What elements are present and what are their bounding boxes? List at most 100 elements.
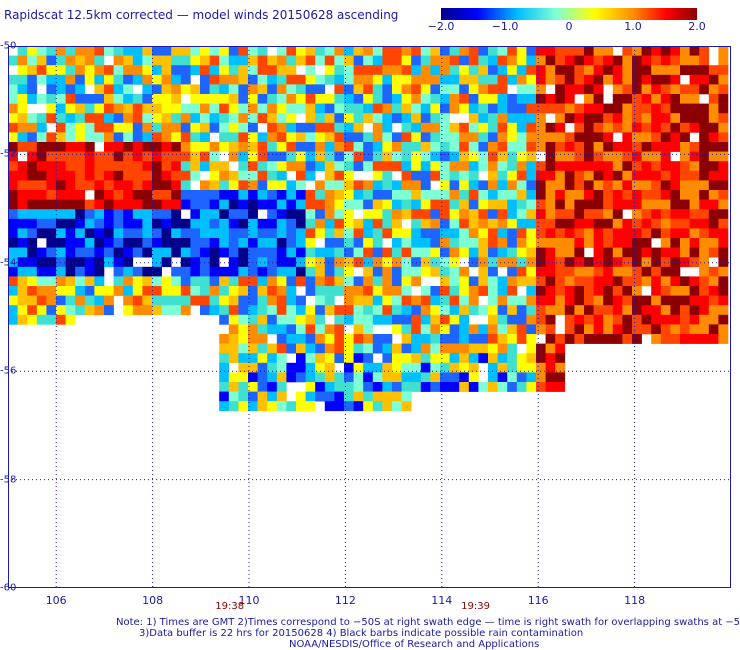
data-cell (593, 170, 604, 181)
data-cell (123, 276, 134, 287)
data-cell (305, 142, 316, 152)
data-cell (65, 199, 76, 210)
data-cell (718, 314, 729, 325)
data-cell (267, 372, 278, 383)
data-cell (228, 209, 239, 220)
data-cell (132, 276, 143, 287)
data-cell (113, 180, 124, 191)
data-cell (478, 286, 489, 296)
data-cell (622, 94, 633, 104)
data-cell (228, 266, 239, 277)
data-cell (17, 180, 28, 191)
data-cell (324, 94, 335, 104)
data-cell (238, 372, 249, 383)
data-cell (651, 199, 662, 210)
data-cell (622, 247, 633, 258)
data-cell (190, 103, 201, 114)
data-cell (305, 334, 316, 344)
data-cell (660, 151, 671, 162)
data-cell (257, 391, 268, 402)
data-cell (324, 247, 335, 258)
data-cell (449, 382, 460, 392)
data-cell (401, 142, 412, 152)
data-cell (478, 305, 489, 316)
data-cell (17, 295, 28, 306)
data-cell (286, 74, 297, 85)
data-cell (209, 228, 220, 239)
data-cell (593, 266, 604, 277)
data-cell (392, 391, 402, 402)
data-cell (430, 113, 441, 124)
data-cell (401, 362, 412, 373)
data-cell (440, 324, 450, 335)
data-cell (516, 362, 527, 373)
data-cell (104, 84, 114, 95)
data-cell (113, 257, 124, 268)
data-cell (497, 218, 508, 229)
data-cell (305, 94, 316, 104)
data-cell (248, 276, 258, 287)
data-cell (228, 151, 239, 162)
data-cell (612, 266, 623, 277)
data-cell (324, 218, 335, 229)
data-cell (718, 65, 729, 76)
data-cell (622, 113, 633, 124)
data-cell (401, 286, 412, 296)
data-cell (123, 122, 134, 133)
data-cell (680, 132, 690, 143)
data-cell (286, 65, 297, 76)
data-cell (372, 228, 383, 239)
data-cell (27, 84, 38, 95)
data-cell (65, 84, 76, 95)
data-cell (689, 257, 700, 268)
data-cell (641, 84, 652, 95)
data-cell (190, 276, 201, 287)
data-cell (651, 180, 662, 191)
data-cell (593, 142, 604, 152)
data-cell (584, 238, 594, 248)
data-cell (286, 142, 297, 152)
data-cell (27, 257, 38, 268)
data-cell (132, 55, 143, 66)
data-cell (75, 199, 86, 210)
data-cell (84, 238, 95, 248)
data-cell (564, 266, 575, 277)
data-cell (75, 276, 86, 287)
data-cell (564, 247, 575, 258)
data-cell (488, 295, 498, 306)
data-cell (536, 55, 546, 66)
data-cell (382, 382, 393, 392)
data-cell (56, 65, 66, 76)
data-cell (267, 401, 278, 412)
data-cell (248, 190, 258, 200)
data-cell (708, 334, 719, 344)
data-cell (238, 238, 249, 248)
data-cell (718, 324, 729, 335)
data-cell (353, 46, 364, 56)
data-cell (8, 305, 18, 316)
data-cell (497, 324, 508, 335)
data-cell (574, 314, 585, 325)
data-cell (363, 113, 374, 124)
data-cell (344, 247, 354, 258)
data-cell (353, 161, 364, 172)
data-cell (56, 84, 66, 95)
data-cell (315, 343, 326, 354)
data-cell (545, 362, 556, 373)
data-cell (104, 238, 114, 248)
data-cell (632, 218, 642, 229)
data-cell (171, 74, 182, 85)
data-cell (488, 324, 498, 335)
data-cell (152, 151, 162, 162)
data-cell (440, 276, 450, 287)
data-cell (478, 276, 489, 287)
data-cell (708, 190, 719, 200)
data-cell (689, 295, 700, 306)
data-cell (632, 314, 642, 325)
data-cell (219, 113, 230, 124)
data-cell (324, 257, 335, 268)
data-cell (344, 142, 354, 152)
data-cell (267, 55, 278, 66)
data-cell (603, 180, 614, 191)
data-cell (632, 132, 642, 143)
